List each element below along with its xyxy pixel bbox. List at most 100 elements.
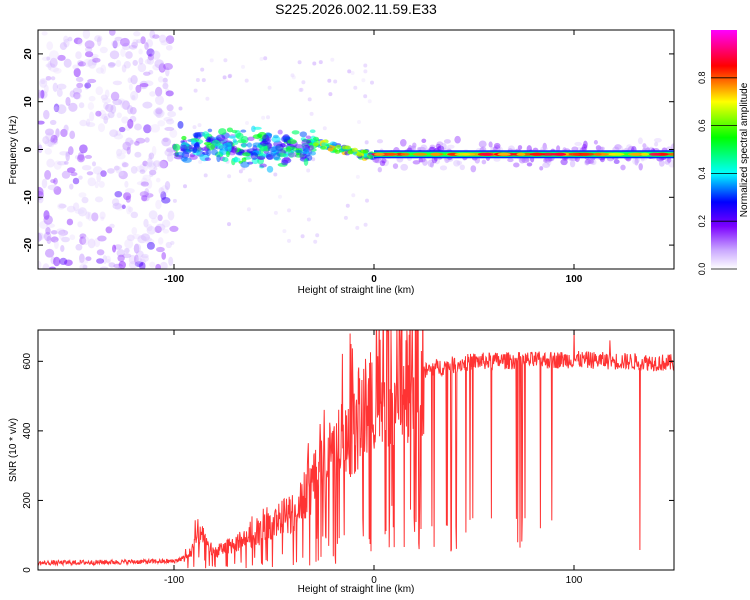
spectrogram-cell xyxy=(38,90,48,100)
spectrogram-cell xyxy=(136,181,147,186)
spectrogram-cell xyxy=(143,190,151,197)
spectrogram-cell xyxy=(172,143,181,152)
spectrogram-cell xyxy=(293,144,304,149)
spectrogram-cell xyxy=(481,159,487,165)
spectrogram-cell xyxy=(133,243,140,254)
spectrogram-cell xyxy=(50,137,55,143)
spectrogram-cell xyxy=(57,160,67,166)
spectrogram-cell xyxy=(294,149,303,153)
spectrogram-cell xyxy=(86,171,94,176)
spectrogram-cell xyxy=(154,109,165,118)
spectrogram-cell xyxy=(151,50,161,60)
spectrogram-cell xyxy=(87,211,92,221)
spectrogram-cell xyxy=(126,205,132,215)
spectrogram-cell xyxy=(120,148,127,155)
spectrogram-cell xyxy=(103,115,109,125)
spectrogram-cell xyxy=(77,221,83,228)
spectrogram-cell xyxy=(232,138,237,143)
spectrogram-cell xyxy=(595,145,602,151)
spectrogram-cell xyxy=(152,34,160,39)
spectrogram-cell xyxy=(180,156,188,162)
spectrogram-cell xyxy=(121,116,129,124)
spectrogram-cell xyxy=(367,99,372,104)
spectrogram-cell xyxy=(361,78,366,83)
spectrogram-cell xyxy=(546,159,552,166)
spectrogram-cell xyxy=(128,254,137,265)
spectrogram-cell xyxy=(84,82,92,89)
spectrogram-cell xyxy=(158,34,167,43)
spectrogram-cell xyxy=(109,129,119,138)
spectrogram-cell xyxy=(105,104,114,112)
y-tick-label: 600 xyxy=(22,353,33,370)
x-tick-label: 0 xyxy=(371,274,377,285)
spectrogram-cell xyxy=(96,36,102,47)
spectrogram-cell xyxy=(130,166,138,174)
spectrogram-cell xyxy=(128,206,134,213)
spectrogram-cell xyxy=(581,143,588,152)
spectrogram-cell xyxy=(55,128,60,138)
spectrogram-cell xyxy=(49,119,57,125)
spectrogram-cell xyxy=(327,147,334,152)
spectrogram-cell xyxy=(145,162,155,168)
spectrogram-cell xyxy=(240,129,247,133)
spectrogram-cell xyxy=(206,148,211,157)
spectrogram-cell xyxy=(428,146,436,152)
spectrogram-cell xyxy=(92,166,103,175)
spectrogram-cell xyxy=(247,178,252,183)
colorbar-tick-label: 0.6 xyxy=(697,119,707,132)
spectrogram-cell xyxy=(357,120,361,124)
spectrogram-cell xyxy=(309,129,316,134)
colorbar-tick-label: 0.2 xyxy=(697,215,707,228)
spectrogram-cell xyxy=(132,234,142,240)
spectrogram-cell xyxy=(125,188,135,194)
spectrogram-cell xyxy=(148,153,153,161)
spectrogram-cell xyxy=(355,174,360,179)
spectrogram-cell xyxy=(152,64,161,71)
spectrogram-cell xyxy=(654,141,659,147)
spectrogram-cell xyxy=(303,147,310,154)
spectrogram-cell xyxy=(456,160,463,166)
spectrogram-cell xyxy=(164,181,171,190)
spectrogram-cell xyxy=(588,157,593,165)
spectrogram-cell xyxy=(189,154,198,160)
spectrogram-cell xyxy=(246,207,251,212)
spectrogram-cell xyxy=(40,89,45,99)
spectrogram-cell xyxy=(441,143,447,150)
spectrogram-cell xyxy=(53,67,62,74)
spectrogram-cell xyxy=(127,118,134,129)
spectrogram-cell xyxy=(46,56,51,61)
spectrogram-cell xyxy=(76,82,84,89)
spectrogram-cell xyxy=(140,233,151,242)
spectrogram-cell xyxy=(129,115,137,123)
spectrogram-cell xyxy=(68,102,78,112)
spectrogram-cell xyxy=(412,142,417,148)
spectrogram-cell xyxy=(123,61,131,69)
spectrogram-cell xyxy=(247,136,255,141)
spectrogram-cell xyxy=(113,165,120,171)
spectrogram-cell xyxy=(139,169,146,174)
spectrogram-cell xyxy=(155,95,164,106)
spectrogram-cell xyxy=(351,147,358,152)
spectrogram-cell xyxy=(79,119,88,127)
spectrogram-cell xyxy=(583,140,588,149)
spectrogram-cell xyxy=(43,109,50,120)
spectrogram-cell xyxy=(134,243,142,253)
spectrogram-cell xyxy=(370,80,374,85)
spectrogram-cell xyxy=(218,128,227,136)
spectrogram-cell xyxy=(155,223,166,231)
snr-y-ticks: 0 200 400 600 xyxy=(22,353,674,573)
spectrogram-cell xyxy=(160,40,169,46)
spectrogram-cell xyxy=(53,177,58,185)
spectrogram-cell xyxy=(145,39,154,48)
spectrogram-cell xyxy=(227,222,231,227)
spectrogram-cell xyxy=(73,67,81,78)
spectrogram-cell xyxy=(155,107,163,115)
spectrogram-cell xyxy=(86,59,94,67)
spectrogram-cell xyxy=(122,42,131,51)
spectrogram-cell xyxy=(82,264,88,269)
spectrogram-cell xyxy=(139,82,149,88)
spectrogram-cell xyxy=(53,106,60,112)
spectrogram-cell xyxy=(103,102,109,110)
spectrogram-cell xyxy=(116,152,126,160)
